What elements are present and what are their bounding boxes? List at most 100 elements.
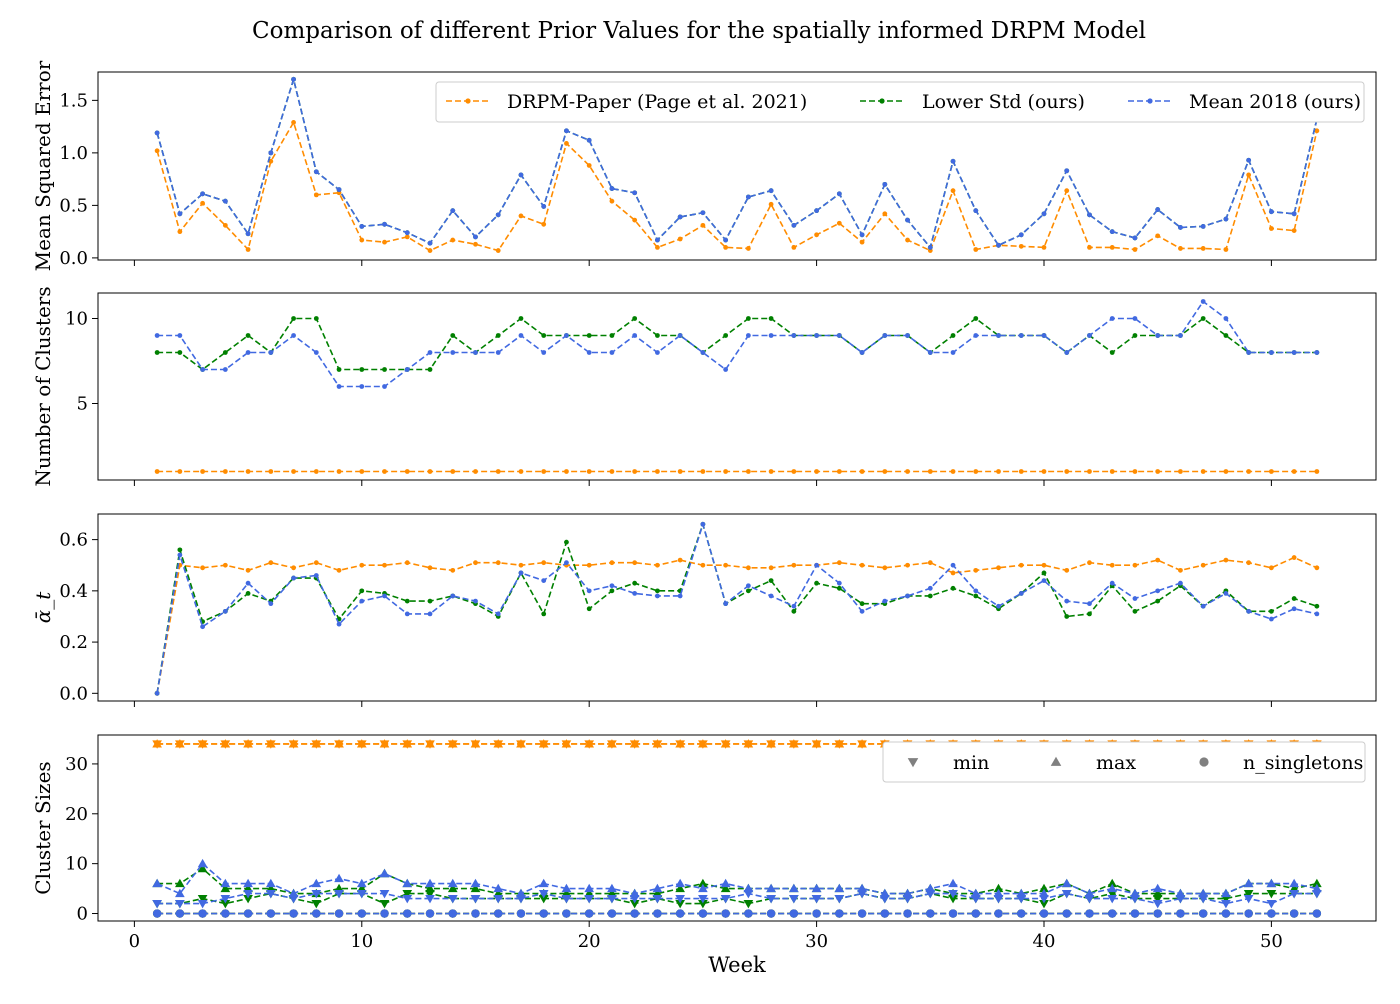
- y-tick-label-2-0: 5: [77, 394, 88, 415]
- data-point-4-8-5: [243, 878, 253, 888]
- data-point-4-8-4: [220, 878, 231, 888]
- data-point-2-1-46: [1178, 469, 1183, 474]
- y-axis-label-2: Number of Clusters: [31, 286, 55, 486]
- data-point-2-3-22: [632, 333, 638, 338]
- data-point-3-1-31: [836, 560, 842, 566]
- data-point-1-3-14: [450, 208, 456, 214]
- data-point-3-1-8: [313, 560, 319, 566]
- y-tick-label-3-0: 0.0: [59, 683, 88, 704]
- data-point-4-9-4: [221, 909, 230, 918]
- data-point-1-3-41: [1064, 168, 1070, 174]
- data-point-2-1-30: [814, 469, 819, 474]
- data-point-1-3-46: [1178, 225, 1183, 230]
- data-point-2-3-10: [359, 384, 365, 389]
- data-point-1-1-34: [905, 237, 910, 243]
- data-point-2-3-43: [1109, 316, 1115, 321]
- data-point-4-7-12: [402, 894, 413, 904]
- data-point-4-9-48: [1221, 909, 1231, 918]
- data-point-4-5-45: [1152, 888, 1163, 898]
- data-point-2-3-23: [655, 350, 660, 355]
- data-point-3-3-31: [836, 580, 842, 586]
- data-point-3-3-30: [814, 562, 819, 568]
- data-point-2-1-45: [1155, 469, 1161, 474]
- data-point-3-3-21: [609, 583, 615, 589]
- data-point-2-1-36: [950, 469, 956, 474]
- data-point-4-5-25: [698, 878, 708, 888]
- data-point-2-2-47: [1200, 316, 1206, 321]
- data-point-2-3-14: [450, 350, 456, 355]
- legend-marker-3: [1147, 98, 1153, 104]
- data-point-2-3-8: [313, 350, 319, 355]
- panel-2: 5 10 Number of Clusters: [31, 286, 1377, 487]
- data-point-2-1-48: [1223, 469, 1229, 474]
- data-point-2-3-51: [1291, 350, 1297, 355]
- data-point-2-1-5: [245, 469, 251, 474]
- data-point-3-3-32: [859, 608, 865, 614]
- data-point-3-1-42: [1087, 560, 1092, 566]
- y-tick-label-1-3: 1.5: [59, 90, 88, 111]
- series-2-1: [154, 469, 1320, 474]
- data-point-4-8-43: [1107, 883, 1118, 893]
- data-point-2-3-20: [586, 350, 592, 355]
- data-point-1-1-1: [154, 148, 160, 154]
- data-point-1-1-10: [359, 237, 365, 243]
- data-point-3-1-34: [905, 562, 910, 568]
- data-point-4-2-27: [743, 739, 754, 748]
- data-point-4-7-28: [766, 894, 776, 904]
- data-point-3-3-33: [882, 598, 888, 604]
- data-point-1-1-20: [586, 163, 592, 168]
- data-point-4-2-17: [516, 739, 526, 748]
- data-point-1-3-16: [495, 212, 501, 218]
- data-point-1-3-25: [700, 210, 706, 216]
- data-point-4-7-18: [538, 890, 549, 899]
- data-point-3-1-21: [609, 560, 615, 566]
- data-point-2-3-13: [427, 350, 433, 355]
- data-point-4-8-9: [334, 873, 344, 883]
- legend-box-markers: [882, 741, 1366, 783]
- data-point-4-9-41: [1062, 909, 1071, 918]
- series-line-3-1: [156, 556, 1318, 694]
- data-point-4-7-24: [675, 894, 685, 904]
- data-point-3-1-16: [495, 560, 501, 566]
- data-point-2-3-12: [404, 367, 410, 372]
- data-point-4-7-10: [356, 890, 367, 899]
- data-point-4-2-8: [311, 739, 322, 748]
- data-point-2-1-23: [655, 469, 660, 474]
- data-point-2-3-52: [1314, 350, 1320, 355]
- data-point-2-1-7: [291, 469, 296, 474]
- data-point-2-3-39: [1018, 333, 1024, 338]
- data-point-4-5-14: [447, 883, 458, 893]
- data-point-2-2-48: [1223, 333, 1229, 338]
- data-point-3-1-6: [268, 560, 274, 566]
- data-point-1-3-43: [1109, 229, 1115, 235]
- data-point-2-1-8: [313, 469, 319, 474]
- data-point-3-1-23: [655, 562, 660, 568]
- data-point-4-5-3: [197, 863, 208, 873]
- data-point-2-3-40: [1041, 333, 1047, 338]
- data-point-2-3-17: [518, 333, 524, 338]
- data-point-1-1-45: [1155, 233, 1161, 239]
- y-tick-label-4-2: 20: [65, 804, 88, 825]
- data-point-4-9-13: [425, 909, 435, 918]
- data-point-3-2-5: [245, 591, 251, 596]
- data-point-4-5-26: [720, 883, 731, 893]
- data-point-2-1-38: [996, 469, 1001, 474]
- data-point-2-3-9: [336, 384, 342, 389]
- x-tick-label-5: 50: [1260, 931, 1283, 952]
- data-point-4-7-15: [470, 894, 481, 904]
- series-4-9: [152, 909, 1322, 918]
- data-point-4-9-21: [607, 909, 617, 918]
- data-point-4-8-6: [265, 878, 276, 888]
- data-point-4-2-9: [334, 739, 344, 748]
- data-point-2-2-16: [495, 333, 501, 338]
- data-point-3-2-12: [404, 598, 410, 604]
- data-point-3-3-46: [1178, 580, 1183, 586]
- data-point-4-9-14: [448, 909, 457, 918]
- data-point-3-3-2: [177, 552, 183, 558]
- data-point-4-8-1: [152, 878, 162, 888]
- data-point-3-3-28: [768, 593, 774, 599]
- data-point-3-3-22: [632, 591, 638, 596]
- data-point-4-5-38: [993, 883, 1004, 893]
- data-point-1-1-14: [450, 237, 456, 243]
